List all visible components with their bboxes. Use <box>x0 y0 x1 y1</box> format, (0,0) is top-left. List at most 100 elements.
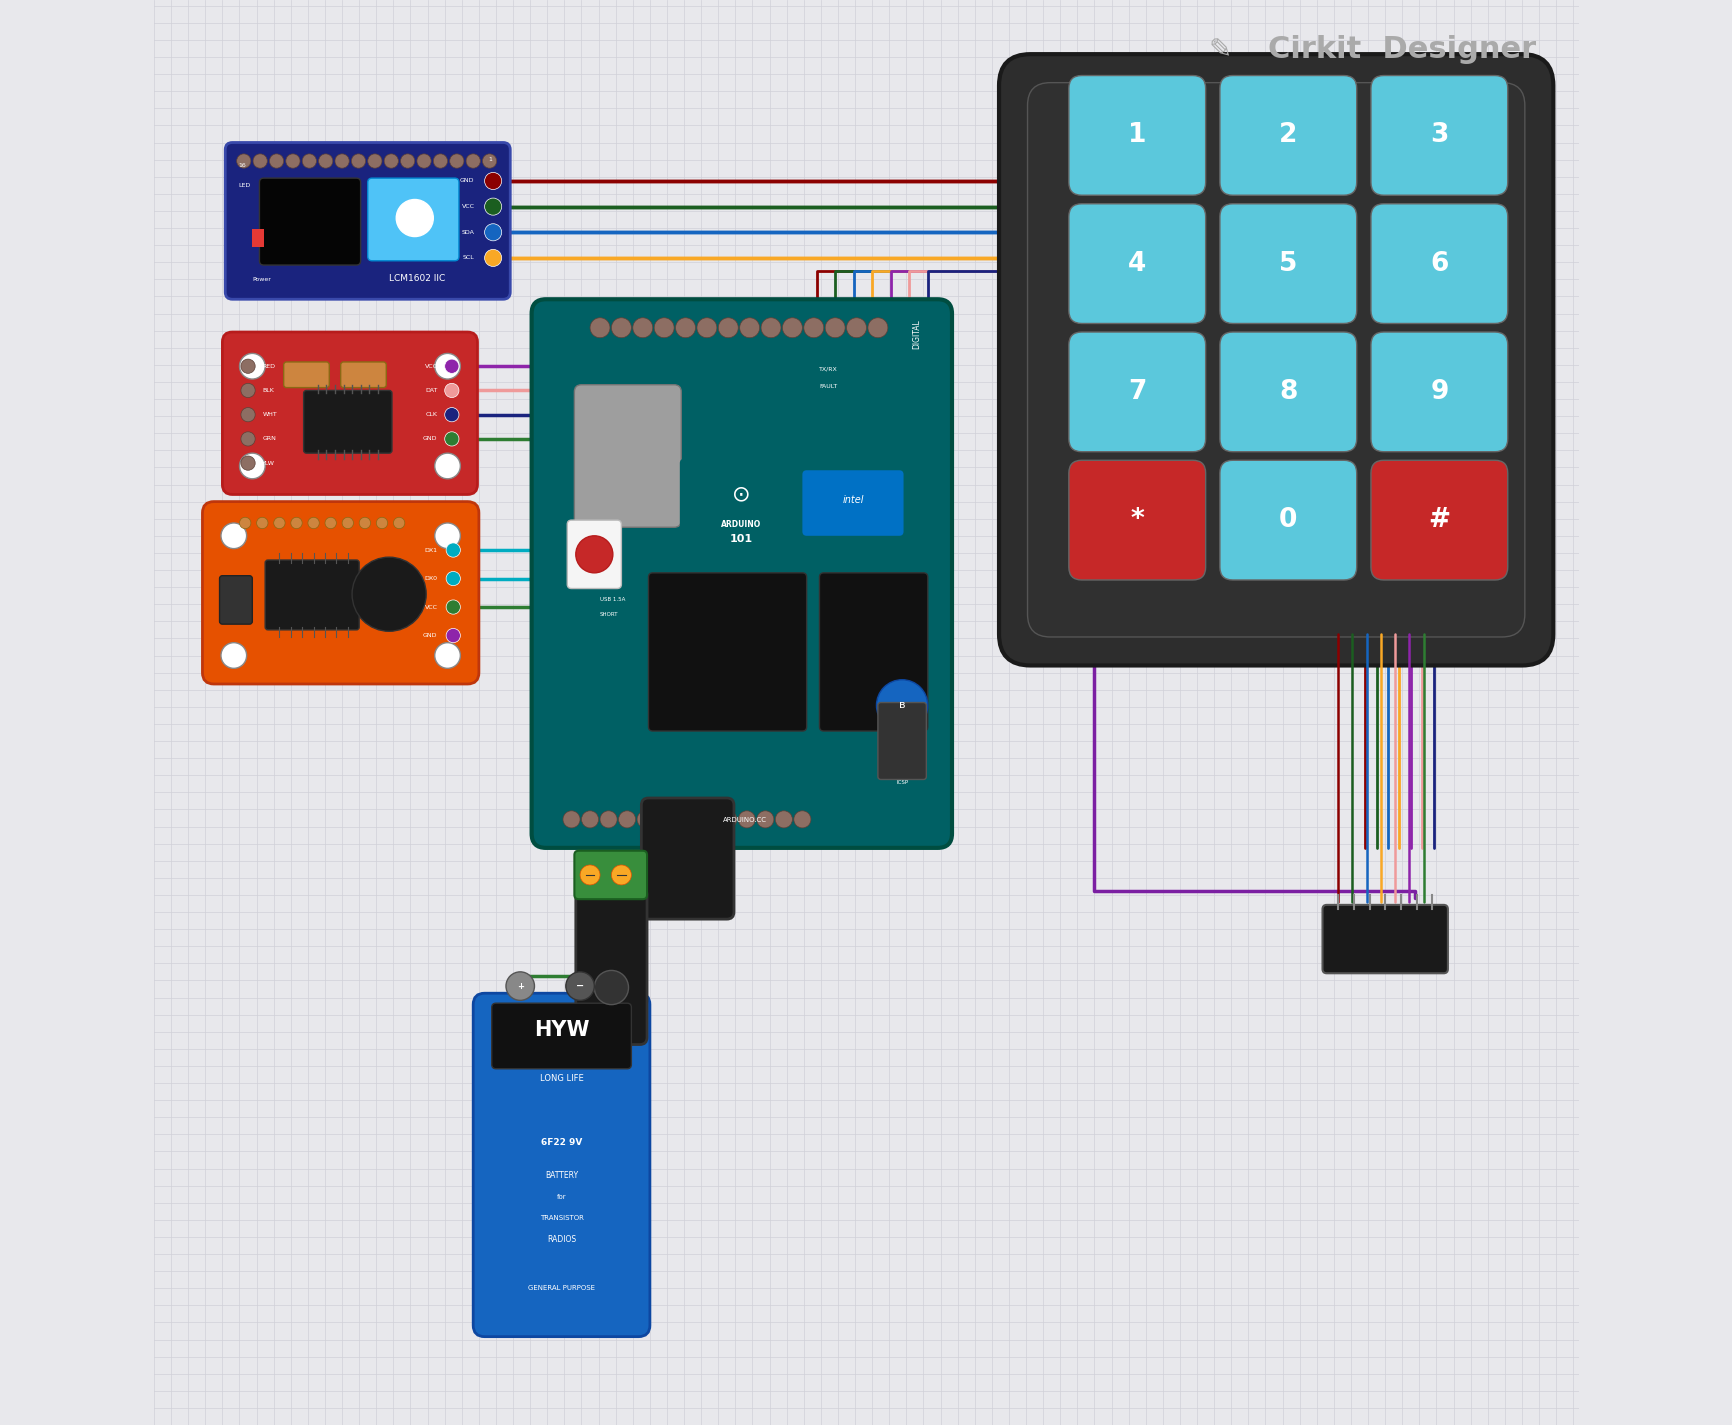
FancyBboxPatch shape <box>222 332 478 494</box>
FancyBboxPatch shape <box>367 178 459 261</box>
FancyBboxPatch shape <box>203 502 478 684</box>
Circle shape <box>740 318 759 338</box>
Text: 3: 3 <box>1429 123 1448 148</box>
Circle shape <box>696 318 717 338</box>
Circle shape <box>222 643 246 668</box>
Text: 16: 16 <box>237 162 246 168</box>
Text: 7: 7 <box>1128 379 1147 405</box>
Circle shape <box>563 811 580 828</box>
Circle shape <box>449 154 464 168</box>
Circle shape <box>241 432 255 446</box>
Circle shape <box>393 517 405 529</box>
Circle shape <box>400 154 414 168</box>
Circle shape <box>367 154 381 168</box>
Text: intel: intel <box>842 494 864 504</box>
FancyBboxPatch shape <box>573 851 646 899</box>
Circle shape <box>435 643 461 668</box>
Circle shape <box>575 536 613 573</box>
FancyBboxPatch shape <box>878 703 927 779</box>
Circle shape <box>738 811 755 828</box>
Text: RADIOS: RADIOS <box>547 1235 575 1244</box>
Circle shape <box>506 972 533 1000</box>
Circle shape <box>222 523 246 549</box>
FancyBboxPatch shape <box>641 798 734 919</box>
FancyBboxPatch shape <box>1370 204 1507 323</box>
Text: 6: 6 <box>1429 251 1448 276</box>
FancyBboxPatch shape <box>284 362 329 388</box>
Circle shape <box>433 154 447 168</box>
Text: 0: 0 <box>1278 507 1297 533</box>
Circle shape <box>274 517 286 529</box>
Text: HYW: HYW <box>533 1020 589 1040</box>
FancyBboxPatch shape <box>1069 76 1205 195</box>
Text: TX/RX: TX/RX <box>819 366 838 372</box>
Circle shape <box>301 154 317 168</box>
Circle shape <box>435 523 461 549</box>
FancyBboxPatch shape <box>819 573 927 731</box>
Circle shape <box>824 318 845 338</box>
FancyBboxPatch shape <box>265 560 359 630</box>
Circle shape <box>445 543 461 557</box>
FancyBboxPatch shape <box>1219 332 1356 452</box>
FancyBboxPatch shape <box>473 993 650 1337</box>
Circle shape <box>445 408 459 422</box>
Text: RED: RED <box>262 363 275 369</box>
Circle shape <box>580 865 599 885</box>
FancyBboxPatch shape <box>303 390 391 453</box>
Circle shape <box>256 517 268 529</box>
Circle shape <box>845 318 866 338</box>
Circle shape <box>466 154 480 168</box>
Circle shape <box>359 517 371 529</box>
Circle shape <box>582 811 598 828</box>
Circle shape <box>397 200 433 237</box>
Circle shape <box>594 970 629 1005</box>
FancyBboxPatch shape <box>1322 905 1446 973</box>
Circle shape <box>618 811 636 828</box>
Text: 1: 1 <box>1128 123 1147 148</box>
FancyBboxPatch shape <box>1069 332 1205 452</box>
Circle shape <box>445 571 461 586</box>
Text: 2: 2 <box>1278 123 1297 148</box>
FancyBboxPatch shape <box>225 142 509 299</box>
Text: ✎: ✎ <box>1207 36 1231 64</box>
Circle shape <box>291 517 301 529</box>
Circle shape <box>376 517 388 529</box>
Text: VCC: VCC <box>424 604 436 610</box>
Circle shape <box>655 811 672 828</box>
Text: 101: 101 <box>729 533 752 543</box>
Circle shape <box>485 172 501 190</box>
FancyBboxPatch shape <box>802 470 902 536</box>
Text: ARDUINO: ARDUINO <box>721 520 760 529</box>
Text: GND: GND <box>461 178 475 184</box>
Circle shape <box>239 517 251 529</box>
Text: BLK: BLK <box>262 388 274 393</box>
Text: −: − <box>575 980 584 992</box>
Text: DX1: DX1 <box>424 547 436 553</box>
FancyBboxPatch shape <box>341 362 386 388</box>
Text: ARDUINO.CC: ARDUINO.CC <box>722 817 767 824</box>
Bar <box>253 229 263 247</box>
Circle shape <box>435 453 461 479</box>
Circle shape <box>435 353 461 379</box>
Circle shape <box>868 318 887 338</box>
Circle shape <box>239 353 265 379</box>
Text: VCC: VCC <box>424 363 436 369</box>
Circle shape <box>326 517 336 529</box>
Text: 8: 8 <box>1278 379 1297 405</box>
Text: GENERAL PURPOSE: GENERAL PURPOSE <box>528 1285 594 1291</box>
Text: ʙ: ʙ <box>899 700 904 711</box>
Text: 4: 4 <box>1128 251 1145 276</box>
Text: USB 1.5A: USB 1.5A <box>599 597 625 603</box>
Circle shape <box>804 318 823 338</box>
Text: GRN: GRN <box>262 436 275 442</box>
Circle shape <box>637 811 653 828</box>
FancyBboxPatch shape <box>1027 83 1524 637</box>
Circle shape <box>445 628 461 643</box>
Text: FAULT: FAULT <box>819 383 837 389</box>
Circle shape <box>757 811 774 828</box>
FancyBboxPatch shape <box>1370 76 1507 195</box>
Text: DX0: DX0 <box>424 576 436 581</box>
Text: LCM1602 IIC: LCM1602 IIC <box>390 274 445 282</box>
Circle shape <box>632 318 653 338</box>
Circle shape <box>239 453 265 479</box>
